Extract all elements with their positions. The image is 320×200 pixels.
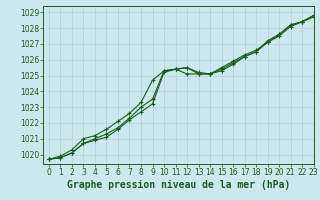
X-axis label: Graphe pression niveau de la mer (hPa): Graphe pression niveau de la mer (hPa)	[67, 180, 290, 190]
